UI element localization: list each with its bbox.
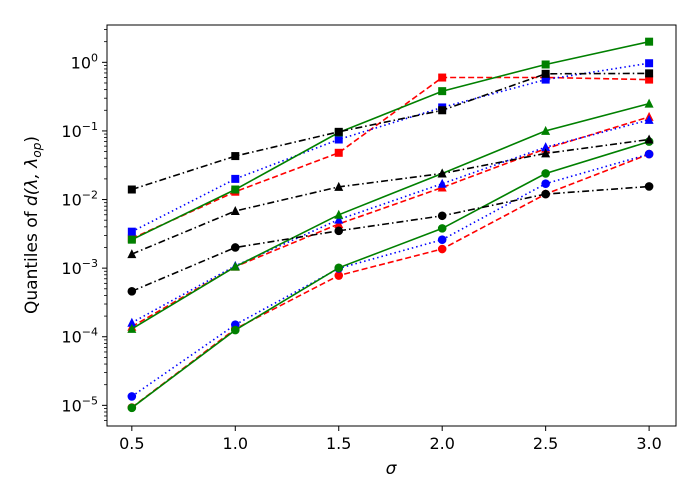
data-point-circle (127, 286, 137, 296)
x-tick-label: 1.0 (223, 434, 248, 453)
series-4 (127, 114, 654, 327)
series-line (131, 62, 650, 233)
data-point-circle (541, 189, 550, 199)
y-axis: 10−5 10−4 10−3 10−2 10−1 100 (61, 29, 107, 421)
series-10 (127, 134, 654, 259)
data-point-square (231, 174, 240, 183)
series-line (131, 140, 650, 409)
data-point-triangle (541, 148, 551, 158)
x-tick-label: 1.5 (326, 434, 351, 453)
series-5 (127, 149, 654, 401)
y-tick-label: 100 (71, 51, 98, 72)
series-11 (127, 182, 654, 296)
series-line (131, 76, 650, 240)
y-tick-label: 10−4 (61, 326, 98, 347)
data-point-circle (334, 263, 344, 273)
series-line (131, 153, 650, 409)
series-9 (127, 69, 654, 194)
y-tick-label: 10−5 (61, 394, 98, 415)
data-point-square (231, 152, 240, 161)
series-1 (127, 111, 654, 331)
data-point-triangle (334, 214, 344, 224)
data-point-circle (437, 244, 447, 254)
data-point-square (334, 127, 343, 136)
series-8 (127, 137, 654, 413)
data-point-triangle (127, 323, 137, 333)
data-point-circle (541, 169, 550, 178)
series-line (131, 119, 650, 324)
data-point-triangle (334, 209, 344, 219)
data-point-square (127, 227, 136, 236)
data-point-triangle (230, 261, 240, 271)
data-point-square (231, 185, 240, 194)
y-tick-label: 10−2 (61, 189, 98, 210)
data-point-square (645, 37, 654, 46)
data-point-square (334, 135, 343, 144)
data-point-circle (437, 224, 447, 233)
series-line (131, 40, 650, 241)
data-point-circle (127, 392, 137, 401)
data-point-square (541, 75, 550, 84)
x-tick-label: 0.5 (119, 434, 144, 453)
data-point-circle (437, 235, 447, 244)
data-point-circle (644, 182, 654, 191)
series-3 (127, 59, 654, 236)
x-axis: 0.5 1.0 1.5 2.0 2.5 3.0 (119, 426, 662, 453)
data-point-square (438, 73, 447, 82)
data-point-triangle (541, 125, 551, 135)
data-point-square (541, 60, 550, 69)
series-layer (127, 37, 654, 413)
data-point-circle (437, 211, 447, 221)
x-axis-label: σ (386, 459, 398, 479)
plot-frame (106, 24, 677, 427)
data-point-triangle (127, 249, 137, 259)
data-point-square (438, 87, 447, 96)
data-point-circle (334, 271, 344, 280)
x-tick-label: 3.0 (636, 434, 661, 453)
series-line (131, 185, 650, 293)
data-point-square (127, 185, 136, 194)
data-point-square (645, 75, 654, 84)
y-tick-label: 10−1 (61, 120, 98, 141)
data-point-triangle (437, 178, 447, 188)
data-point-circle (230, 243, 240, 252)
data-point-square (438, 106, 447, 115)
x-tick-label: 2.5 (533, 434, 558, 453)
series-line (131, 116, 650, 328)
data-point-triangle (127, 317, 137, 327)
data-point-circle (541, 179, 550, 189)
data-point-circle (127, 403, 137, 413)
data-point-triangle (644, 98, 654, 108)
y-tick-label: 10−3 (61, 257, 98, 278)
y-axis-label: Quantiles of d(λ, λop) (22, 136, 44, 314)
data-point-triangle (644, 134, 654, 144)
series-line (131, 138, 650, 255)
series-line (131, 102, 650, 330)
data-point-circle (230, 325, 240, 335)
data-point-square (541, 69, 550, 78)
series-line (131, 153, 650, 398)
data-point-square (127, 235, 136, 244)
data-point-square (334, 148, 343, 157)
data-point-triangle (644, 114, 654, 124)
data-point-square (645, 69, 654, 78)
series-0 (127, 73, 654, 243)
data-point-triangle (541, 142, 551, 152)
data-point-triangle (334, 181, 344, 191)
series-7 (127, 98, 654, 333)
x-tick-label: 2.0 (429, 434, 454, 453)
data-point-circle (334, 226, 344, 236)
series-line (131, 72, 650, 191)
data-point-triangle (230, 206, 240, 216)
data-point-triangle (437, 168, 447, 178)
data-point-circle (644, 149, 654, 159)
data-point-square (645, 59, 654, 68)
